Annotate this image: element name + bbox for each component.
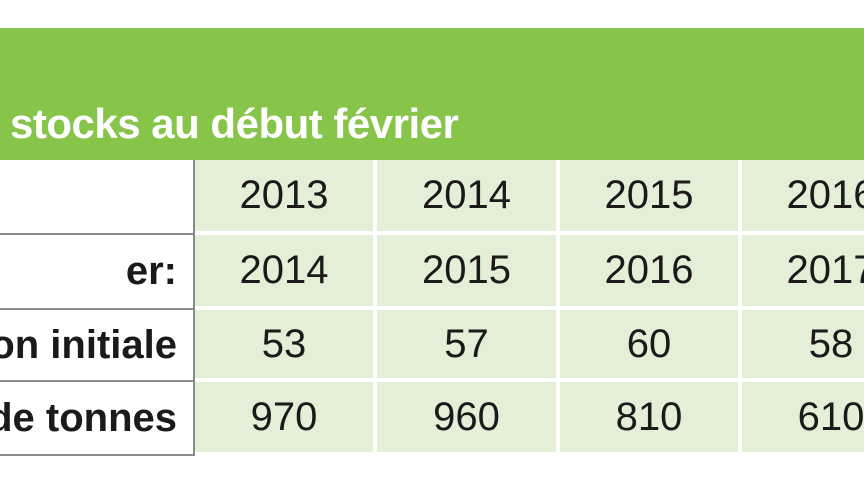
row-label: de tonnes [0,382,195,456]
row-label [0,160,195,235]
table-cell: 2014 [195,235,377,310]
title: stocks au début février [10,100,459,147]
table-cell: 2016 [742,160,864,235]
table-cell: 2016 [560,235,742,310]
table-cell: 57 [377,310,560,382]
table: 2013201420152016er:2014201520162017on in… [0,160,864,456]
table-cell: 2013 [195,160,377,235]
table-cell: 2015 [377,235,560,310]
table-cell: 2014 [377,160,560,235]
table-cell: 2017 [742,235,864,310]
table-cell: 970 [195,382,377,456]
table-cell: 60 [560,310,742,382]
table-cell: 53 [195,310,377,382]
row-label: on initiale [0,310,195,382]
table-cell: 610 [742,382,864,456]
table-cell: 810 [560,382,742,456]
row-label: er: [0,235,195,310]
table-cell: 2015 [560,160,742,235]
table-cell: 960 [377,382,560,456]
header-band: stocks au début février [0,28,864,160]
table-cell: 58 [742,310,864,382]
